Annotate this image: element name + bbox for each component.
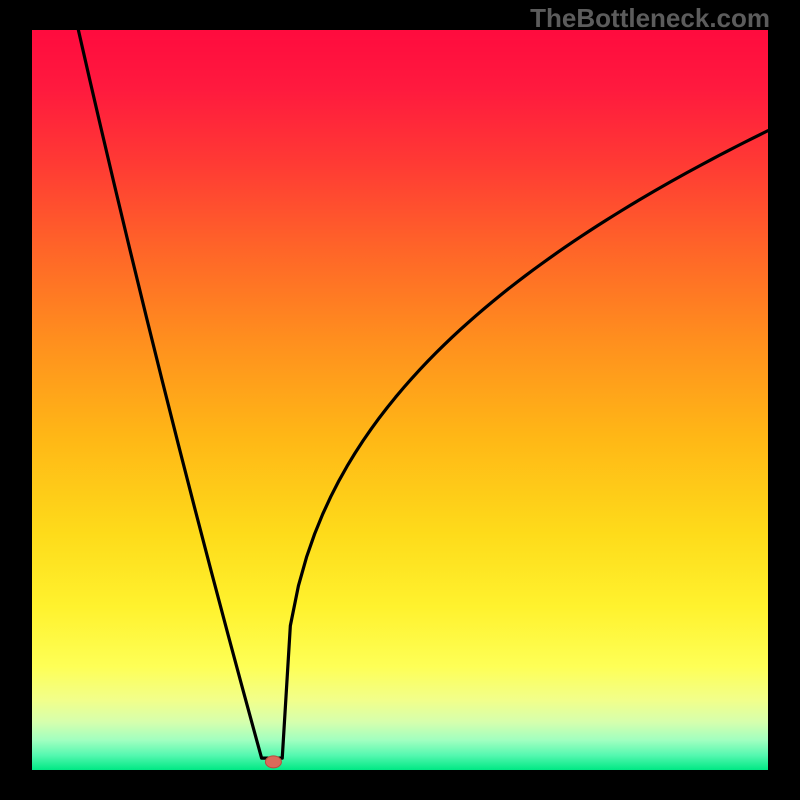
- bottleneck-curve: [78, 30, 768, 758]
- plot-area: [32, 30, 768, 770]
- curve-layer: [32, 30, 768, 770]
- min-marker: [265, 756, 281, 768]
- watermark-text: TheBottleneck.com: [530, 3, 770, 34]
- chart-container: TheBottleneck.com: [0, 0, 800, 800]
